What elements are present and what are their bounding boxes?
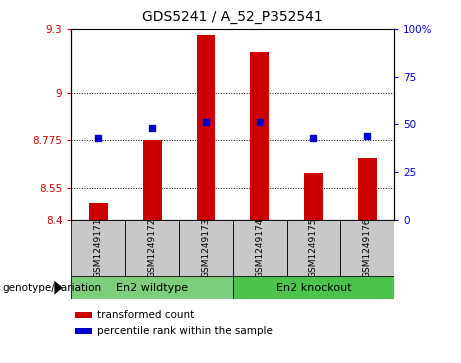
- Bar: [304, 173, 323, 220]
- Text: En2 wildtype: En2 wildtype: [116, 283, 188, 293]
- Bar: [233, 220, 287, 276]
- Bar: [250, 52, 269, 220]
- Bar: [75, 312, 92, 318]
- Bar: [179, 220, 233, 276]
- Text: transformed count: transformed count: [97, 310, 195, 320]
- Bar: [340, 220, 394, 276]
- Text: GSM1249176: GSM1249176: [363, 217, 372, 278]
- Bar: [125, 220, 179, 276]
- Bar: [358, 158, 377, 220]
- Bar: [287, 220, 340, 276]
- Text: GSM1249174: GSM1249174: [255, 217, 264, 278]
- Text: GSM1249175: GSM1249175: [309, 217, 318, 278]
- Text: percentile rank within the sample: percentile rank within the sample: [97, 326, 273, 336]
- Text: En2 knockout: En2 knockout: [276, 283, 351, 293]
- Bar: [71, 276, 233, 299]
- Bar: [71, 220, 125, 276]
- Title: GDS5241 / A_52_P352541: GDS5241 / A_52_P352541: [142, 10, 323, 24]
- Text: GSM1249172: GSM1249172: [148, 217, 157, 278]
- Text: GSM1249173: GSM1249173: [201, 217, 210, 278]
- Bar: [196, 36, 215, 220]
- Bar: [89, 203, 108, 220]
- Bar: [143, 140, 161, 220]
- Bar: [75, 328, 92, 334]
- Bar: [233, 276, 394, 299]
- Polygon shape: [54, 281, 63, 295]
- Text: genotype/variation: genotype/variation: [2, 283, 101, 293]
- Text: GSM1249171: GSM1249171: [94, 217, 103, 278]
